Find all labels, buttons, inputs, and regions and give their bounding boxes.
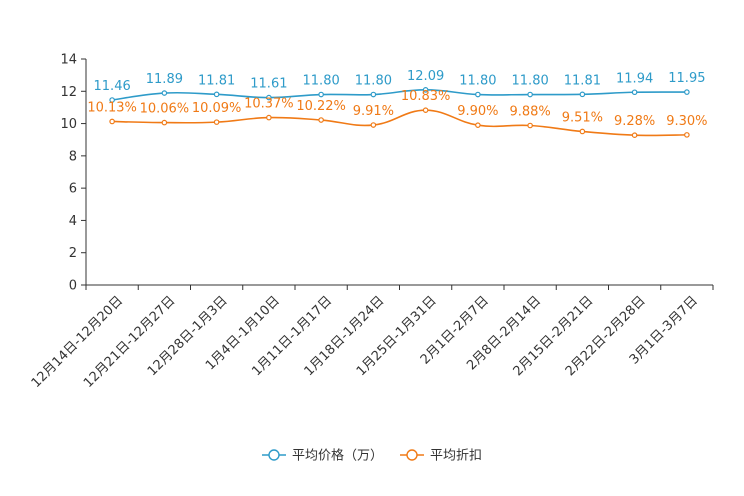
y-tick-label: 0: [69, 279, 77, 294]
data-point[interactable]: [161, 90, 168, 96]
data-label: 9.30%: [666, 114, 707, 129]
data-label: 11.46: [94, 79, 131, 94]
y-tick-label: 12: [60, 85, 77, 100]
data-point[interactable]: [579, 128, 586, 135]
data-label: 9.51%: [562, 110, 603, 125]
series-layer: 11.46 11.89 11.81 11.61 11.80 11.80 12.09 11.80…: [87, 69, 708, 138]
series-1: 11.46 11.89 11.81 11.61 11.80 11.80 12.09 11.80…: [94, 69, 705, 103]
data-point[interactable]: [109, 118, 115, 125]
data-label: 10.37%: [244, 97, 294, 112]
legend-item-1[interactable]: 平均价格（万）: [262, 448, 383, 464]
data-label: 9.91%: [353, 104, 394, 119]
data-point[interactable]: [266, 94, 272, 101]
series-line: [112, 89, 687, 101]
data-point[interactable]: [213, 91, 220, 98]
series-2: 10.13% 10.06% 10.09% 10.37% 10.22% 9.91% 10.83…: [87, 89, 708, 138]
y-tick-label: 10: [60, 117, 77, 132]
legend-circle-icon: [268, 449, 280, 461]
data-point[interactable]: [266, 114, 272, 121]
data-label: 10.13%: [87, 100, 137, 115]
data-label: 10.83%: [401, 89, 451, 104]
data-label: 11.80: [459, 74, 496, 89]
data-label: 11.80: [355, 74, 392, 89]
data-point[interactable]: [370, 91, 377, 98]
data-point[interactable]: [684, 132, 690, 138]
data-point[interactable]: [318, 117, 324, 123]
data-label: 11.89: [146, 72, 183, 87]
data-point[interactable]: [631, 89, 638, 96]
data-point[interactable]: [527, 122, 533, 129]
data-label: 11.80: [512, 74, 549, 89]
data-point[interactable]: [684, 89, 690, 95]
y-tick-label: 8: [69, 149, 77, 164]
data-label: 9.88%: [509, 105, 550, 120]
data-point[interactable]: [475, 122, 481, 128]
data-point[interactable]: [422, 87, 429, 93]
y-tick-label: 6: [69, 182, 77, 197]
data-point[interactable]: [370, 122, 377, 128]
y-tick-label: 4: [69, 214, 77, 229]
data-label: 10.06%: [140, 102, 190, 117]
data-point[interactable]: [422, 107, 429, 113]
legend-label: 平均折扣: [430, 449, 482, 464]
data-point[interactable]: [213, 119, 220, 125]
data-point[interactable]: [579, 91, 586, 98]
data-label: 9.90%: [457, 104, 498, 119]
series-line: [112, 109, 687, 137]
legend-circle-icon: [406, 449, 418, 461]
legend-item-2[interactable]: 平均折扣: [400, 449, 482, 464]
y-tick-label: 2: [69, 246, 77, 261]
y-tick-label: 14: [60, 53, 77, 68]
data-label: 10.09%: [192, 101, 242, 116]
data-label: 11.94: [616, 71, 653, 86]
data-label: 9.28%: [614, 114, 655, 129]
data-point[interactable]: [475, 91, 481, 98]
data-point[interactable]: [161, 119, 168, 126]
legend-label: 平均价格（万）: [292, 448, 383, 464]
data-label: 11.80: [303, 74, 340, 89]
data-point[interactable]: [318, 91, 324, 98]
data-point[interactable]: [109, 97, 115, 103]
x-tick-label: 12月21日-12月27日: [81, 293, 178, 390]
data-label: 11.95: [668, 71, 705, 86]
x-tick-label: 12月14日-12月20日: [29, 293, 126, 390]
data-label: 11.81: [564, 73, 601, 88]
data-label: 11.81: [198, 73, 235, 88]
chart-legend[interactable]: 平均价格（万） 平均折扣: [262, 448, 482, 464]
data-label: 12.09: [407, 69, 444, 84]
data-point[interactable]: [527, 91, 533, 98]
data-point[interactable]: [631, 132, 638, 138]
data-label: 10.22%: [296, 99, 346, 114]
data-label: 11.61: [250, 77, 287, 92]
